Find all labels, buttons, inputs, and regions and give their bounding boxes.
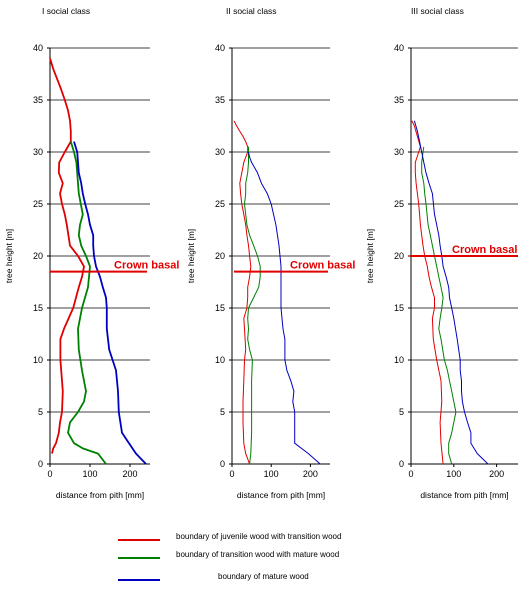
y-tick-label: 5 [220, 407, 225, 417]
x-axis-label: distance from pith [mm] [420, 490, 508, 500]
series-line-1 [233, 120, 252, 465]
chart-panel-2: 0 5 10 15 20 25 30 35 40 0 100 200 II social class di… [186, 6, 355, 500]
x-axis-label: distance from pith [mm] [56, 490, 144, 500]
crown-basal-label: Crown basal [452, 244, 517, 256]
x-axis-label: distance from pith [mm] [237, 490, 325, 500]
y-tick-label: 20 [394, 251, 404, 261]
legend-label-juvenile: boundary of juvenile wood with transitio… [176, 532, 342, 541]
y-tick-label: 0 [38, 459, 43, 469]
y-tick-label: 15 [215, 303, 225, 313]
x-tick-label: 200 [489, 469, 504, 479]
x-tick-label: 0 [47, 469, 52, 479]
legend-swatch-juvenile [118, 539, 160, 541]
x-tick-label: 100 [264, 469, 279, 479]
chart-panel-3: 0 5 10 15 20 25 30 35 40 0 100 200 III social class d… [365, 6, 518, 500]
series-line-3 [248, 151, 321, 465]
y-tick-label: 25 [33, 199, 43, 209]
y-tick-label: 40 [215, 43, 225, 53]
chart-title: III social class [411, 6, 464, 16]
y-tick-label: 10 [215, 355, 225, 365]
y-tick-label: 35 [215, 95, 225, 105]
y-axis-label: tree height [m] [4, 229, 14, 283]
y-tick-label: 10 [394, 355, 404, 365]
y-tick-label: 0 [220, 459, 225, 469]
y-axis-label: tree height [m] [365, 229, 375, 283]
crown-basal-label: Crown basal [290, 260, 355, 272]
series-line-3 [413, 120, 489, 465]
legend-label-transition: boundary of transition wood with mature … [176, 550, 340, 559]
legend-label-mature: boundary of mature wood [218, 572, 309, 581]
y-tick-label: 0 [399, 459, 404, 469]
y-tick-label: 35 [33, 95, 43, 105]
legend-swatch-mature [118, 579, 160, 581]
chart-panel-1: 0 5 10 15 20 25 30 35 40 0 100 200 I social class dis… [4, 6, 179, 500]
y-tick-label: 40 [33, 43, 43, 53]
series-line-2 [67, 141, 107, 465]
x-tick-label: 0 [229, 469, 234, 479]
y-axis-label: tree height [m] [186, 229, 196, 283]
y-tick-label: 30 [215, 147, 225, 157]
legend-item-juvenile: boundary of juvenile wood with transitio… [118, 532, 518, 548]
y-tick-label: 30 [394, 147, 404, 157]
chart-title: II social class [226, 6, 277, 16]
series-line-3 [73, 141, 147, 465]
y-tick-label: 5 [399, 407, 404, 417]
y-tick-label: 35 [394, 95, 404, 105]
y-tick-label: 5 [38, 407, 43, 417]
x-tick-label: 100 [82, 469, 97, 479]
legend-item-transition: boundary of transition wood with mature … [118, 550, 518, 566]
x-tick-label: 100 [446, 469, 461, 479]
y-tick-label: 25 [394, 199, 404, 209]
y-tick-label: 25 [215, 199, 225, 209]
series-line-1 [49, 58, 85, 454]
y-tick-label: 40 [394, 43, 404, 53]
x-tick-label: 0 [408, 469, 413, 479]
y-tick-label: 15 [33, 303, 43, 313]
x-tick-label: 200 [303, 469, 318, 479]
series-line-2 [421, 146, 457, 465]
legend-swatch-transition [118, 557, 160, 559]
x-tick-label: 200 [122, 469, 137, 479]
y-tick-label: 20 [215, 251, 225, 261]
chart-title: I social class [42, 6, 90, 16]
y-tick-label: 30 [33, 147, 43, 157]
y-tick-label: 10 [33, 355, 43, 365]
crown-basal-label: Crown basal [114, 260, 179, 272]
y-tick-label: 20 [33, 251, 43, 261]
y-tick-label: 15 [394, 303, 404, 313]
legend-item-mature: boundary of mature wood [118, 572, 518, 588]
series-line-2 [244, 146, 261, 465]
series-line-1 [411, 120, 444, 465]
